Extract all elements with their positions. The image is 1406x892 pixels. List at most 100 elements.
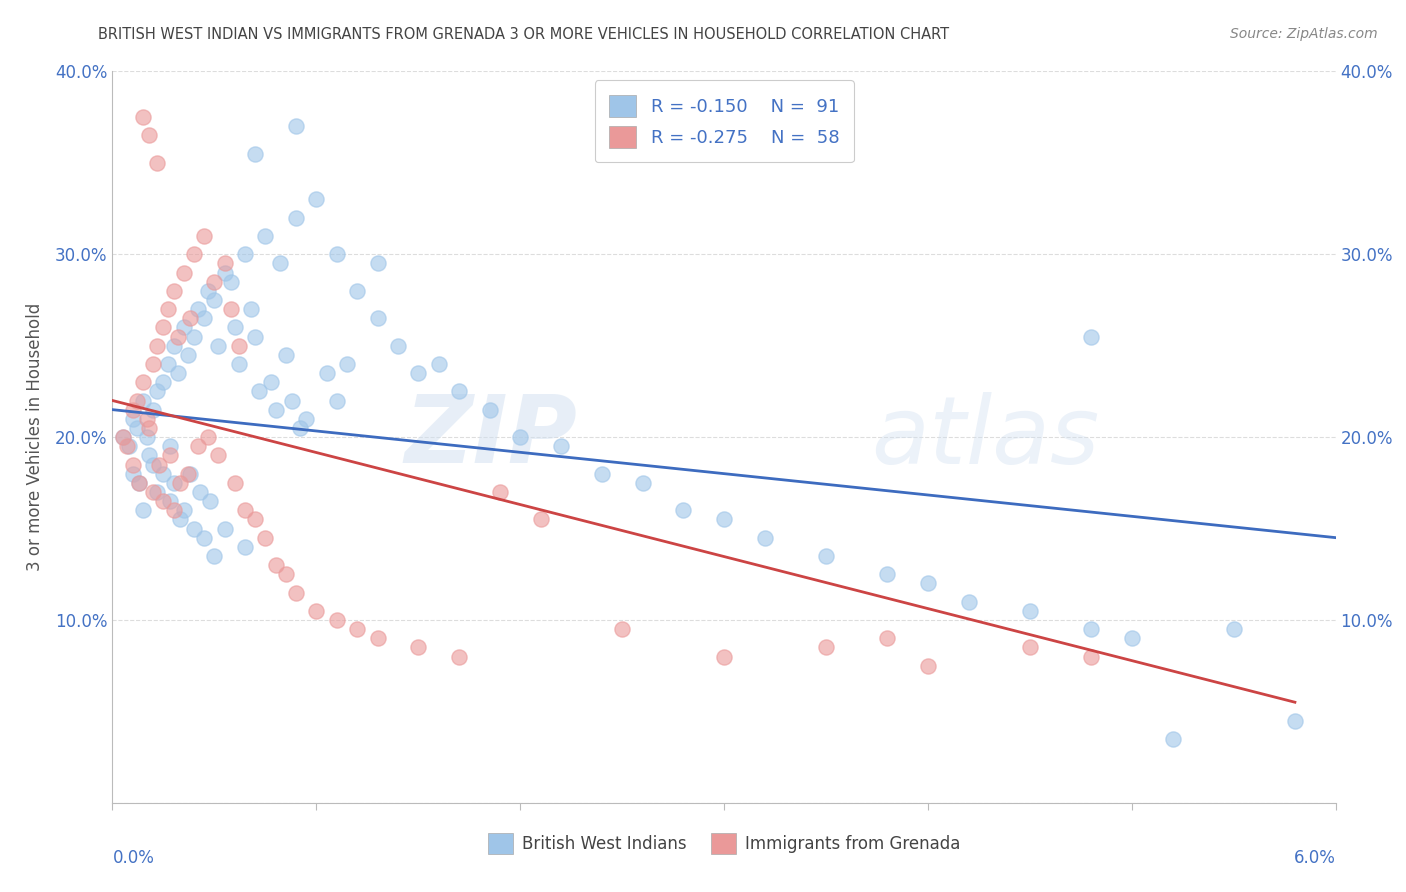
Point (163, 475, 186, 490)
Point (179, 311, 201, 326)
Point (200, 494, 222, 508)
Text: BRITISH WEST INDIAN VS IMMIGRANTS FROM GRENADA 3 OR MORE VEHICLES IN HOUSEHOLD C: BRITISH WEST INDIAN VS IMMIGRANTS FROM G… (98, 27, 949, 42)
Point (427, 357, 450, 371)
Point (183, 329, 205, 343)
Point (1284, 714, 1306, 728)
Point (366, 256, 388, 270)
Point (264, 402, 287, 417)
Point (917, 576, 939, 591)
Text: ZIP: ZIP (405, 391, 578, 483)
Point (177, 467, 200, 481)
Point (166, 329, 188, 343)
Point (214, 521, 236, 535)
Point (219, 301, 242, 317)
Point (132, 393, 155, 408)
Point (173, 320, 195, 334)
Point (187, 301, 209, 317)
Point (132, 503, 155, 517)
Point (550, 439, 572, 453)
Point (125, 421, 148, 435)
Point (815, 549, 838, 563)
Point (295, 412, 318, 426)
Point (146, 485, 169, 500)
Point (876, 632, 898, 646)
Point (214, 256, 236, 270)
Point (713, 512, 735, 526)
Point (146, 384, 169, 399)
Point (142, 357, 165, 371)
Point (169, 475, 191, 490)
Point (204, 293, 226, 307)
Point (163, 338, 186, 352)
Point (315, 366, 337, 380)
Point (156, 357, 179, 371)
Point (163, 284, 186, 298)
Point (228, 338, 250, 352)
Point (447, 384, 470, 399)
Point (142, 458, 165, 472)
Point (207, 338, 229, 352)
Point (288, 421, 311, 435)
Point (128, 475, 150, 490)
Point (136, 412, 159, 426)
Point (284, 211, 308, 225)
Y-axis label: 3 or more Vehicles in Household: 3 or more Vehicles in Household (25, 303, 44, 571)
Point (233, 503, 256, 517)
Point (326, 613, 349, 627)
Point (346, 284, 368, 298)
Point (122, 458, 145, 472)
Point (346, 622, 368, 636)
Point (115, 439, 138, 453)
Point (146, 338, 169, 352)
Point (326, 393, 349, 408)
Point (166, 366, 188, 380)
Point (125, 393, 148, 408)
Point (240, 301, 263, 317)
Point (177, 348, 200, 362)
Point (305, 192, 328, 206)
Point (156, 301, 179, 317)
Point (610, 622, 633, 636)
Legend: British West Indians, Immigrants from Grenada: British West Indians, Immigrants from Gr… (482, 827, 966, 860)
Point (489, 485, 512, 500)
Point (204, 549, 226, 563)
Point (228, 357, 250, 371)
Point (197, 284, 219, 298)
Point (408, 640, 430, 655)
Point (224, 475, 246, 490)
Point (408, 366, 430, 380)
Point (197, 430, 219, 444)
Point (138, 448, 160, 462)
Point (142, 485, 165, 500)
Point (366, 632, 388, 646)
Text: 6.0%: 6.0% (1294, 848, 1336, 866)
Point (245, 512, 267, 526)
Point (214, 266, 236, 280)
Point (957, 594, 980, 608)
Point (224, 320, 246, 334)
Point (204, 275, 226, 289)
Point (284, 585, 308, 599)
Point (1018, 604, 1040, 618)
Point (713, 649, 735, 664)
Point (1080, 329, 1102, 343)
Point (159, 439, 181, 453)
Point (260, 375, 283, 389)
Point (173, 266, 195, 280)
Point (245, 329, 267, 343)
Point (118, 439, 141, 453)
Point (247, 384, 270, 399)
Text: atlas: atlas (870, 392, 1099, 483)
Point (132, 110, 155, 124)
Point (193, 311, 215, 326)
Point (183, 247, 205, 261)
Point (193, 531, 215, 545)
Point (148, 458, 170, 472)
Point (179, 467, 201, 481)
Point (187, 439, 209, 453)
Point (159, 494, 181, 508)
Point (529, 512, 551, 526)
Point (281, 393, 304, 408)
Point (264, 558, 287, 573)
Point (387, 338, 409, 352)
